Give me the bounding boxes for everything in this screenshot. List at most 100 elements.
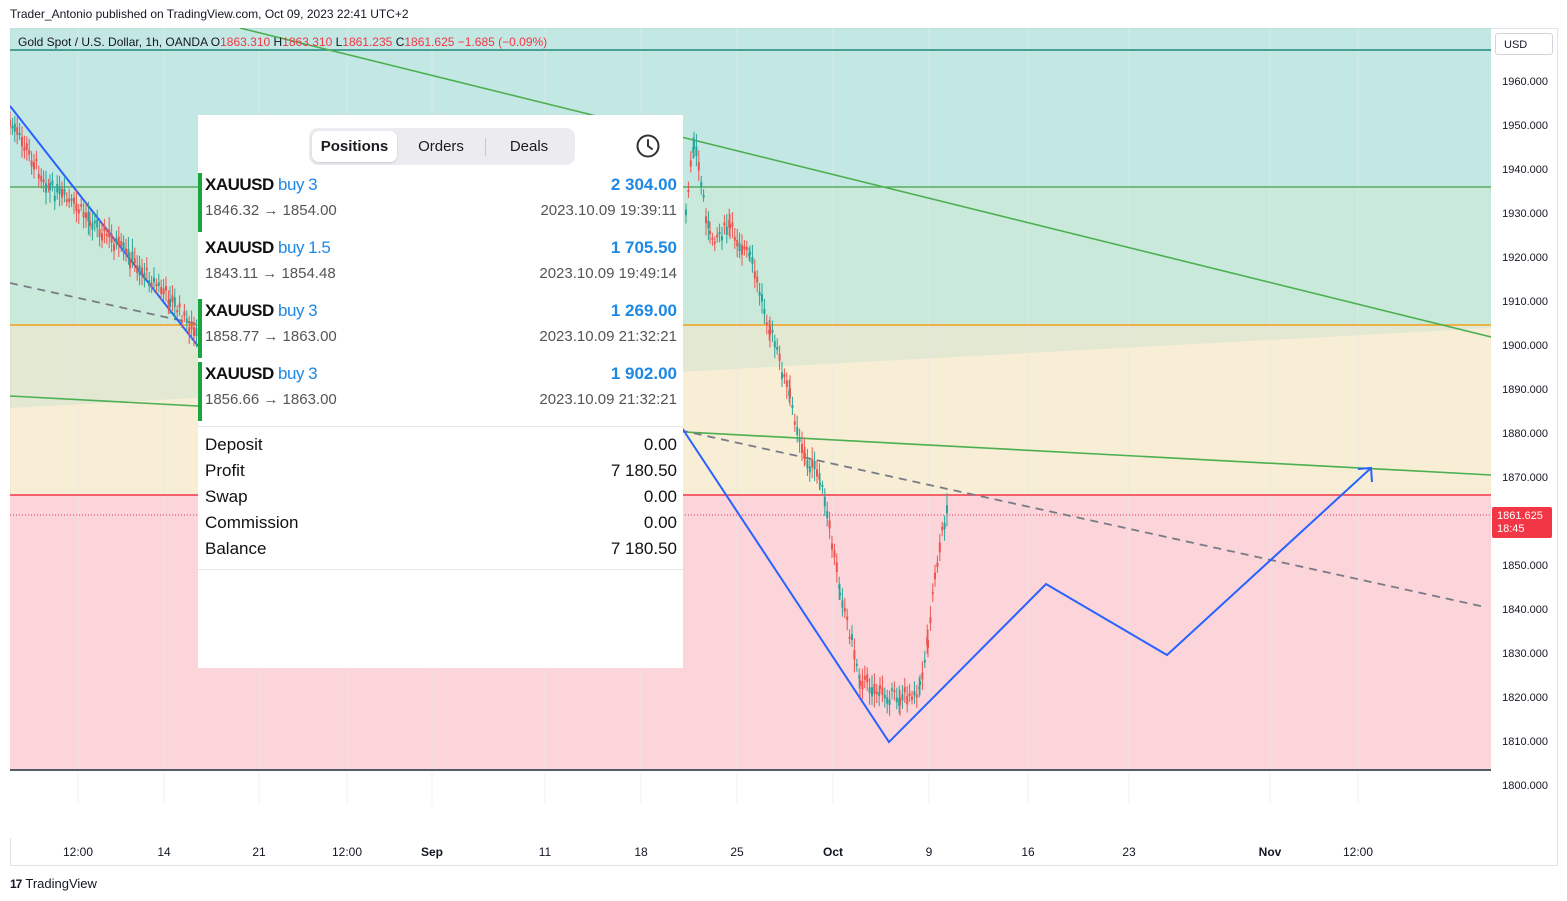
price-axis[interactable]: 1960.000 1950.000 1940.000 1930.000 1920.000… [1491, 28, 1558, 838]
candle-body [927, 640, 929, 649]
candle-body [818, 474, 821, 480]
candle-body [871, 687, 873, 697]
tradingview-logo-icon: 17 [10, 876, 22, 891]
position-time: 2023.10.09 19:49:14 [539, 265, 677, 282]
candle-body [108, 229, 111, 238]
candle-body [40, 175, 43, 182]
candle-body [923, 659, 926, 663]
position-prices: 1858.77 → 1863.00 [205, 328, 337, 345]
candle-body [68, 198, 71, 203]
symbol-legend[interactable]: Gold Spot / U.S. Dollar, 1h, OANDA O1863… [18, 35, 547, 49]
high-label: H [273, 35, 283, 49]
tab-positions[interactable]: Positions [312, 131, 397, 162]
candle-body [190, 321, 193, 330]
candle-body [65, 199, 68, 202]
candle-body [45, 183, 47, 193]
summary-deposit: Deposit 0.00 [205, 435, 677, 454]
candle-body [687, 189, 690, 192]
tradingview-logo[interactable]: 17 TradingView [10, 876, 97, 891]
candle-body [155, 283, 158, 287]
candle-body [855, 663, 858, 667]
tab-deals[interactable]: Deals [509, 138, 549, 155]
price-tick-label: 1960.000 [1502, 76, 1548, 88]
candle-body [18, 132, 21, 136]
candle-body [167, 299, 170, 304]
candle-body [861, 680, 864, 690]
candle-body [745, 246, 748, 251]
position-row[interactable]: XAUUSD buy 3 1856.66 → 1863.00 1 902.00 … [198, 358, 683, 421]
price-tick-label: 1840.000 [1502, 604, 1548, 616]
candle-body [743, 246, 746, 250]
position-profit: 1 705.50 [610, 238, 677, 257]
candle-body [35, 158, 38, 162]
candle-body [796, 426, 799, 436]
candle-body [713, 241, 716, 244]
tab-orders[interactable]: Orders [418, 138, 464, 155]
candle-body [93, 220, 96, 224]
position-row[interactable]: XAUUSD buy 3 1846.32 → 1854.00 2 304.00 … [198, 169, 683, 232]
candle-body [70, 198, 73, 201]
currency-selector[interactable]: USD [1495, 33, 1553, 55]
candle-body [839, 592, 841, 596]
candle-body [183, 311, 186, 316]
close-label: C [395, 35, 405, 49]
candle-body [813, 461, 816, 470]
candle-body [804, 453, 806, 457]
candle-body [789, 388, 791, 398]
open-label: O [210, 35, 221, 49]
candle-body [826, 511, 829, 519]
candle-body [171, 295, 174, 303]
candle-body [785, 380, 788, 387]
candle-body [82, 211, 85, 218]
candle-body [125, 248, 127, 254]
position-row[interactable]: XAUUSD buy 3 1858.77 → 1863.00 1 269.00 … [198, 295, 683, 358]
price-tick-label: 1900.000 [1502, 340, 1548, 352]
time-tick-label: 14 [157, 845, 171, 859]
clock-icon[interactable] [635, 133, 661, 159]
candle-body [738, 243, 741, 252]
candle-body [906, 695, 909, 705]
candle-body [23, 146, 26, 151]
candle-body [823, 496, 826, 507]
time-axis[interactable]: 12:00 14 21 12:00 Sep 11 18 25 Oct 9 16 23 Nov 12:00 [10, 838, 1491, 866]
candle-body [781, 372, 783, 379]
candle-body [185, 318, 188, 324]
candle-body [886, 697, 889, 704]
position-time: 2023.10.09 19:39:11 [540, 202, 677, 219]
candle-body [51, 180, 54, 186]
price-tick-label: 1850.000 [1502, 560, 1548, 572]
candle-body [157, 282, 160, 287]
candle-body [733, 237, 736, 241]
candle-body [129, 260, 131, 269]
candle-body [707, 220, 710, 229]
position-row[interactable]: XAUUSD buy 1.5 1843.11 → 1854.48 1 705.5… [198, 232, 683, 295]
candle-body [819, 482, 821, 486]
candle-body [903, 687, 906, 693]
candle-body [195, 327, 198, 336]
candle-body [838, 584, 841, 589]
candle-body [188, 327, 191, 335]
candle-body [11, 125, 14, 129]
candle-body [145, 267, 148, 271]
time-tick-label: 16 [1021, 845, 1035, 859]
tab-separator [485, 137, 486, 156]
candle-body [716, 234, 719, 238]
candle-body [863, 675, 866, 680]
candle-body [879, 685, 881, 689]
candle-body [700, 181, 703, 187]
price-tick-label: 1950.000 [1502, 120, 1548, 132]
candle-body [127, 249, 130, 257]
summary-swap: Swap 0.00 [205, 487, 677, 506]
candle-body [769, 325, 771, 335]
price-tick-label: 1880.000 [1502, 428, 1548, 440]
candle-body [893, 689, 896, 693]
candle-body [846, 616, 849, 621]
candle-body [741, 245, 743, 255]
candle-body [75, 203, 78, 212]
time-tick-label: 23 [1122, 845, 1136, 859]
candle-body [692, 147, 695, 153]
time-tick-label: 25 [730, 845, 744, 859]
time-tick-label: 9 [925, 845, 933, 859]
candle-body [901, 694, 904, 701]
candle-body [705, 216, 707, 224]
